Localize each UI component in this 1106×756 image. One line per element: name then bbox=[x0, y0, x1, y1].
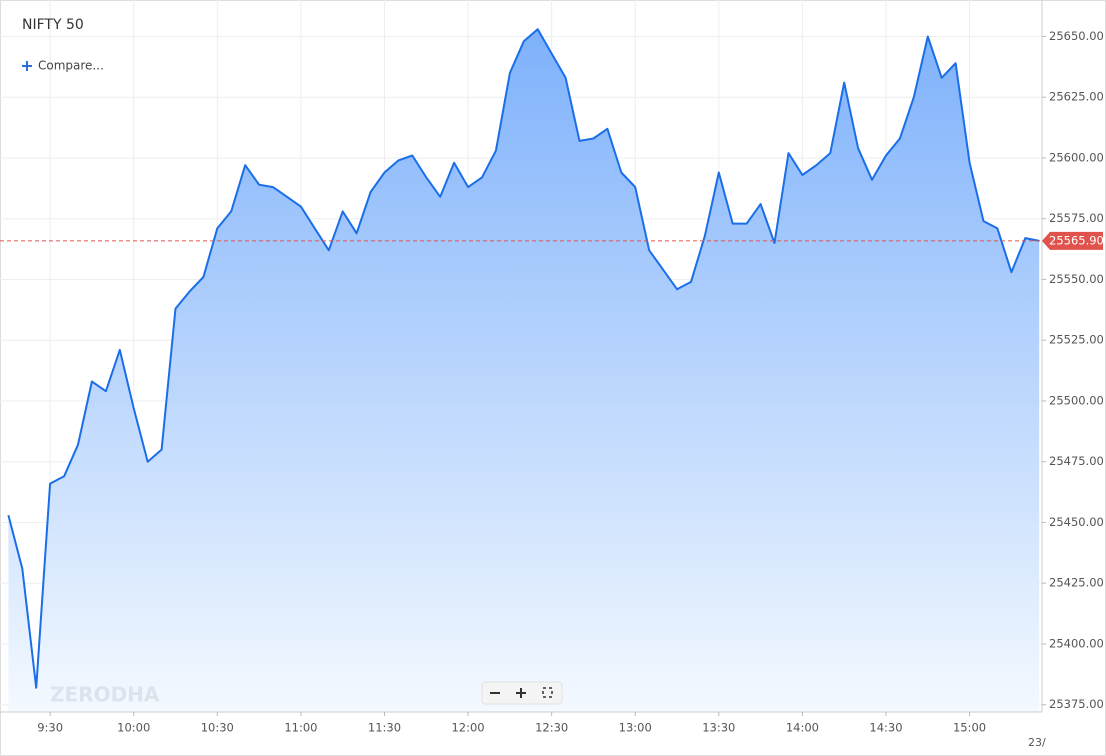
fullscreen[interactable] bbox=[542, 687, 553, 698]
compare-button[interactable]: Compare... bbox=[22, 59, 104, 73]
watermark: ZERODHA bbox=[50, 683, 160, 707]
y-tick-label: 25625.00 bbox=[1049, 90, 1104, 104]
x-tick-label: 13:30 bbox=[702, 721, 735, 735]
zoom-controls bbox=[481, 681, 563, 705]
x-tick-label: 12:00 bbox=[451, 721, 484, 735]
y-tick-label: 25550.00 bbox=[1049, 272, 1104, 286]
zoom-in[interactable] bbox=[516, 688, 526, 698]
x-tick-label: 10:30 bbox=[201, 721, 234, 735]
y-tick-label: 25500.00 bbox=[1049, 393, 1104, 407]
y-tick-label: 25475.00 bbox=[1049, 454, 1104, 468]
y-tick-label: 25400.00 bbox=[1049, 636, 1104, 650]
y-tick-label: 25450.00 bbox=[1049, 515, 1104, 529]
price-line bbox=[7, 28, 1040, 689]
x-tick-label: 14:00 bbox=[786, 721, 819, 735]
compare-label[interactable]: Compare... bbox=[38, 59, 104, 73]
x-tick-label: 12:30 bbox=[535, 721, 568, 735]
y-tick-label: 25375.00 bbox=[1049, 697, 1104, 711]
x-tick-label: 15:00 bbox=[953, 721, 986, 735]
date-label: 23/ bbox=[1028, 736, 1046, 749]
last-price-badge bbox=[1042, 231, 1103, 250]
y-tick-label: 25525.00 bbox=[1049, 333, 1104, 347]
x-tick-label: 11:30 bbox=[368, 721, 401, 735]
y-tick-label: 25575.00 bbox=[1049, 211, 1104, 225]
x-tick-label: 14:30 bbox=[869, 721, 902, 735]
last-price-label: 25565.90 bbox=[1049, 233, 1104, 247]
x-tick-label: 10:00 bbox=[117, 721, 150, 735]
y-tick-label: 25650.00 bbox=[1049, 29, 1104, 43]
x-tick-label: 9:30 bbox=[37, 721, 63, 735]
x-tick-label: 11:00 bbox=[284, 721, 317, 735]
y-tick-label: 25600.00 bbox=[1049, 150, 1104, 164]
y-tick-label: 25425.00 bbox=[1049, 576, 1104, 590]
x-tick-label: 13:00 bbox=[619, 721, 652, 735]
chart-title: NIFTY 50 bbox=[22, 17, 84, 33]
